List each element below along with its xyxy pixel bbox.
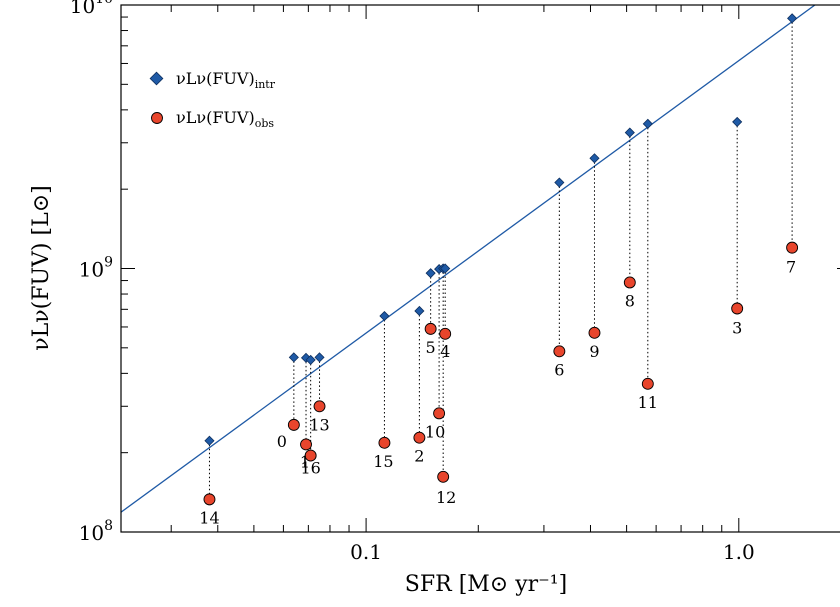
point-label: 16 xyxy=(300,459,320,478)
obs-point xyxy=(786,241,799,254)
legend-intr-label: νLν(FUV)intr xyxy=(176,69,276,91)
point-label: 3 xyxy=(732,319,742,338)
obs-point xyxy=(413,431,426,444)
legend-intr-marker xyxy=(149,71,164,86)
obs-point xyxy=(424,322,437,335)
x-tick-label: 1.0 xyxy=(723,540,755,564)
legend-obs-label: νLν(FUV)obs xyxy=(176,108,274,130)
intr-point xyxy=(624,127,635,138)
x-axis-label: SFR [M⊙ yr⁻¹] xyxy=(405,572,567,597)
obs-point xyxy=(623,276,636,289)
point-label: 7 xyxy=(786,258,796,277)
point-label: 11 xyxy=(638,393,658,412)
obs-point xyxy=(439,327,452,340)
y-tick-label: 108 xyxy=(79,518,113,545)
point-label: 14 xyxy=(199,508,219,527)
point-label: 8 xyxy=(625,291,635,310)
data-points xyxy=(203,13,799,506)
point-label: 9 xyxy=(589,342,599,361)
intr-point xyxy=(414,305,425,317)
point-label: 2 xyxy=(414,447,424,466)
tick-labels: 0.11.01081091010 xyxy=(70,0,755,564)
point-label: 5 xyxy=(426,338,436,357)
y-tick-label: 1010 xyxy=(70,0,113,18)
point-label: 15 xyxy=(373,452,393,471)
obs-point xyxy=(641,377,654,390)
intr-point xyxy=(554,177,565,188)
point-label: 4 xyxy=(440,342,450,361)
obs-point xyxy=(437,470,450,483)
intr-point xyxy=(314,352,325,363)
connector-lines xyxy=(208,18,793,500)
point-label: 0 xyxy=(277,432,287,451)
point-label: 12 xyxy=(436,488,456,507)
intr-point xyxy=(288,352,299,363)
legend-obs-marker xyxy=(151,112,163,124)
obs-point xyxy=(433,407,446,420)
intr-point xyxy=(732,116,743,127)
obs-point xyxy=(313,400,326,413)
intr-point xyxy=(787,13,798,24)
obs-point xyxy=(203,493,216,506)
point-label: 10 xyxy=(425,422,445,441)
y-tick-label: 109 xyxy=(79,255,113,282)
point-label: 13 xyxy=(309,415,329,434)
obs-point xyxy=(300,438,312,451)
obs-point xyxy=(553,345,566,358)
intr-point xyxy=(204,435,215,446)
point-label: 1 xyxy=(300,452,310,471)
obs-point xyxy=(588,326,601,339)
obs-point xyxy=(378,436,391,449)
y-axis-label: νLν(FUV) [L⊙] xyxy=(29,185,54,350)
obs-point xyxy=(287,418,300,431)
axis-ticks xyxy=(121,4,840,533)
intr-point xyxy=(379,310,390,322)
intr-point xyxy=(440,263,451,274)
fit-line xyxy=(121,5,816,514)
intr-point xyxy=(642,118,653,129)
intr-point xyxy=(425,268,436,279)
point-label: 6 xyxy=(554,360,564,379)
x-tick-label: 0.1 xyxy=(350,540,382,564)
intr-point xyxy=(589,153,600,164)
legend: νLν(FUV)intr νLν(FUV)obs xyxy=(149,69,276,130)
obs-point xyxy=(731,302,744,315)
obs-point xyxy=(304,449,317,462)
intr-point xyxy=(305,354,316,365)
